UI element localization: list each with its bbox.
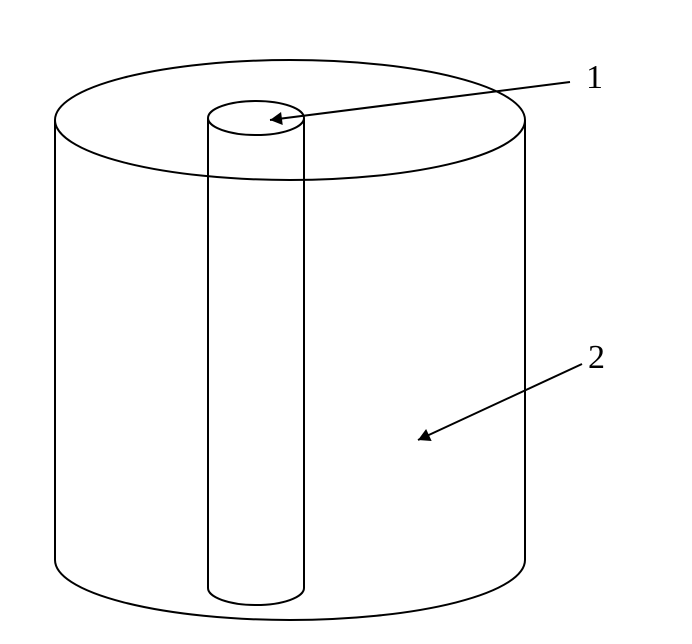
arrow-head-1 bbox=[270, 112, 283, 125]
arrow-line-2 bbox=[418, 364, 582, 440]
diagram-canvas: 12 bbox=[0, 0, 692, 644]
callout-labels: 12 bbox=[586, 59, 605, 376]
label-1: 1 bbox=[586, 59, 603, 96]
inner-cylinder bbox=[208, 101, 304, 605]
label-2: 2 bbox=[588, 339, 605, 376]
outer-cylinder bbox=[55, 60, 525, 620]
callout-arrows bbox=[270, 82, 582, 441]
